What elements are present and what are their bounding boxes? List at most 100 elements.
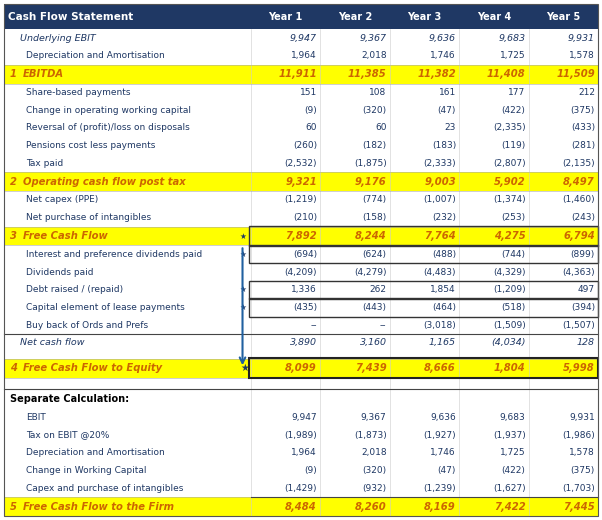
Text: 9,636: 9,636 xyxy=(429,33,456,43)
Text: 151: 151 xyxy=(300,88,317,97)
Text: (1,429): (1,429) xyxy=(285,484,317,493)
Text: 3: 3 xyxy=(10,231,17,241)
FancyBboxPatch shape xyxy=(4,334,598,352)
Text: 177: 177 xyxy=(508,88,526,97)
Text: (320): (320) xyxy=(362,106,386,114)
Text: 7,422: 7,422 xyxy=(494,502,526,512)
Text: 1,336: 1,336 xyxy=(291,285,317,294)
Text: 11,385: 11,385 xyxy=(348,69,386,79)
Text: (1,507): (1,507) xyxy=(562,321,595,330)
Text: Buy back of Ords and Prefs: Buy back of Ords and Prefs xyxy=(26,321,148,330)
Text: 7,445: 7,445 xyxy=(563,502,595,512)
Text: EBITDA: EBITDA xyxy=(23,69,64,79)
FancyBboxPatch shape xyxy=(4,298,598,316)
Text: (1,239): (1,239) xyxy=(423,484,456,493)
Text: Change in Working Capital: Change in Working Capital xyxy=(26,466,146,475)
FancyBboxPatch shape xyxy=(4,209,598,227)
Text: ★: ★ xyxy=(239,285,246,294)
Text: (9): (9) xyxy=(304,106,317,114)
Text: Free Cash Flow to Equity: Free Cash Flow to Equity xyxy=(23,363,162,373)
Text: (2,532): (2,532) xyxy=(285,159,317,168)
FancyBboxPatch shape xyxy=(4,444,598,462)
Text: 9,683: 9,683 xyxy=(500,413,526,422)
Text: Share-based payments: Share-based payments xyxy=(26,88,131,97)
Text: (375): (375) xyxy=(571,106,595,114)
Text: (464): (464) xyxy=(432,303,456,312)
Text: 9,367: 9,367 xyxy=(359,33,386,43)
FancyBboxPatch shape xyxy=(4,29,598,47)
Text: (1,875): (1,875) xyxy=(354,159,386,168)
Text: 11,509: 11,509 xyxy=(556,69,595,79)
Text: Free Cash Flow: Free Cash Flow xyxy=(23,231,108,241)
Text: 128: 128 xyxy=(577,339,595,347)
Text: (624): (624) xyxy=(362,250,386,259)
Text: 1,725: 1,725 xyxy=(500,448,526,457)
Text: 8,169: 8,169 xyxy=(424,502,456,512)
Text: (243): (243) xyxy=(571,213,595,222)
Text: Separate Calculation:: Separate Calculation: xyxy=(10,394,129,404)
FancyBboxPatch shape xyxy=(4,191,598,209)
Text: 3,890: 3,890 xyxy=(290,339,317,347)
Text: 9,321: 9,321 xyxy=(285,177,317,187)
Text: ★: ★ xyxy=(239,231,246,240)
Text: (1,219): (1,219) xyxy=(284,196,317,204)
Text: 7,892: 7,892 xyxy=(285,231,317,241)
Text: Year 5: Year 5 xyxy=(546,11,580,22)
Text: (1,986): (1,986) xyxy=(562,431,595,439)
Text: (119): (119) xyxy=(501,141,526,150)
FancyBboxPatch shape xyxy=(4,245,598,263)
Text: 9,003: 9,003 xyxy=(424,177,456,187)
Text: Year 2: Year 2 xyxy=(338,11,372,22)
Text: 5,902: 5,902 xyxy=(494,177,526,187)
Text: ★: ★ xyxy=(239,250,246,259)
Text: (1,209): (1,209) xyxy=(493,285,526,294)
FancyBboxPatch shape xyxy=(4,137,598,154)
Text: (47): (47) xyxy=(438,466,456,475)
Text: (182): (182) xyxy=(362,141,386,150)
Text: 8,260: 8,260 xyxy=(355,502,386,512)
Text: Debt raised / (repaid): Debt raised / (repaid) xyxy=(26,285,123,294)
Text: (394): (394) xyxy=(571,303,595,312)
Text: 11,911: 11,911 xyxy=(278,69,317,79)
Text: (4,279): (4,279) xyxy=(354,267,386,277)
Text: 262: 262 xyxy=(370,285,386,294)
FancyBboxPatch shape xyxy=(4,316,598,334)
FancyBboxPatch shape xyxy=(4,389,598,408)
Text: 1,578: 1,578 xyxy=(569,448,595,457)
Text: 4,275: 4,275 xyxy=(494,231,526,241)
Text: (518): (518) xyxy=(501,303,526,312)
Text: 9,931: 9,931 xyxy=(569,413,595,422)
Text: (183): (183) xyxy=(432,141,456,150)
Text: (1,927): (1,927) xyxy=(423,431,456,439)
Text: 2: 2 xyxy=(10,177,17,187)
Text: 8,484: 8,484 xyxy=(285,502,317,512)
Text: (1,509): (1,509) xyxy=(493,321,526,330)
Text: (4,209): (4,209) xyxy=(285,267,317,277)
Text: Depreciation and Amortisation: Depreciation and Amortisation xyxy=(26,448,165,457)
FancyBboxPatch shape xyxy=(4,359,598,378)
Text: (1,873): (1,873) xyxy=(354,431,386,439)
Text: 9,947: 9,947 xyxy=(291,413,317,422)
Text: Net cash flow: Net cash flow xyxy=(20,339,84,347)
Text: (47): (47) xyxy=(438,106,456,114)
Text: 5: 5 xyxy=(10,502,17,512)
Text: (260): (260) xyxy=(293,141,317,150)
Text: 8,244: 8,244 xyxy=(355,231,386,241)
FancyBboxPatch shape xyxy=(4,426,598,444)
Text: 9,947: 9,947 xyxy=(290,33,317,43)
Text: 60: 60 xyxy=(375,123,386,133)
Text: (2,335): (2,335) xyxy=(493,123,526,133)
FancyBboxPatch shape xyxy=(4,281,598,298)
Text: 9,931: 9,931 xyxy=(568,33,595,43)
Text: (4,329): (4,329) xyxy=(493,267,526,277)
Text: 1,804: 1,804 xyxy=(494,363,526,373)
Text: (422): (422) xyxy=(501,466,526,475)
Text: Capital element of lease payments: Capital element of lease payments xyxy=(26,303,185,312)
FancyBboxPatch shape xyxy=(4,84,598,101)
Text: (3,018): (3,018) xyxy=(423,321,456,330)
Text: Pensions cost less payments: Pensions cost less payments xyxy=(26,141,155,150)
Text: Year 4: Year 4 xyxy=(477,11,511,22)
Text: Year 3: Year 3 xyxy=(407,11,441,22)
Text: 9,176: 9,176 xyxy=(355,177,386,187)
FancyBboxPatch shape xyxy=(4,497,598,516)
